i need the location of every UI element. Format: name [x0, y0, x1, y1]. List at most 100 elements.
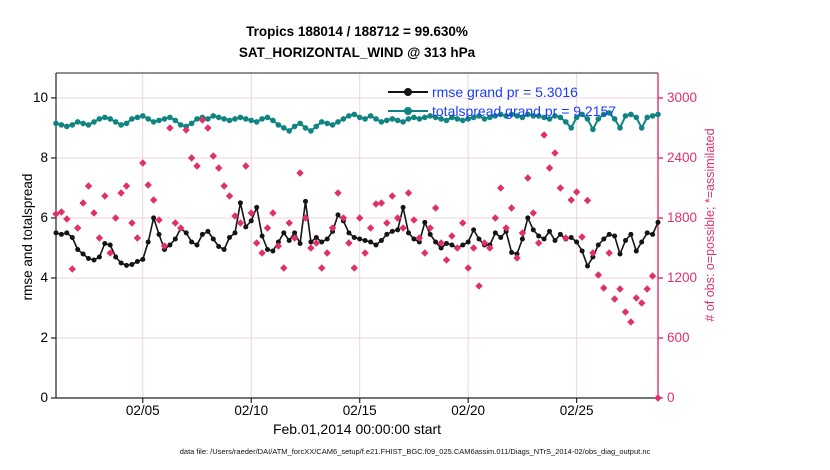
totalspread-marker	[340, 116, 347, 122]
obs-circle-marker	[124, 183, 129, 189]
totalspread-marker	[167, 114, 173, 121]
totalspread-marker	[411, 114, 417, 121]
legend: rmse grand pr = 5.3016 totalspread grand…	[388, 82, 616, 120]
obs-marker	[366, 224, 375, 232]
y-left-tick-label: 8	[40, 149, 48, 165]
rmse-marker	[281, 230, 287, 236]
y-left-tick-label: 2	[40, 329, 48, 345]
obs-circle-marker	[574, 189, 579, 195]
rmse-marker	[389, 228, 395, 234]
obs-circle-marker	[292, 235, 297, 241]
obs-circle-marker	[579, 234, 585, 240]
rmse-marker	[140, 256, 146, 262]
rmse-marker	[378, 238, 384, 243]
rmse-marker	[319, 239, 325, 245]
obs-circle-marker	[639, 300, 644, 306]
rmse-marker	[519, 236, 525, 242]
obs-marker	[529, 209, 537, 217]
rmse-marker	[617, 251, 623, 257]
rmse-marker	[422, 219, 428, 225]
x-tick-label: 02/25	[559, 403, 594, 418]
totalspread-marker	[134, 114, 141, 121]
totalspread-marker	[405, 116, 412, 122]
obs-marker	[280, 264, 288, 272]
obs-circle-marker	[617, 286, 623, 292]
obs-circle-marker	[200, 117, 205, 123]
y-left-tick-label: 4	[40, 269, 48, 285]
obs-marker	[459, 219, 467, 227]
totalspread-marker	[123, 120, 130, 127]
obs-marker	[171, 219, 180, 227]
totalspread-marker	[308, 128, 314, 134]
obs-marker	[627, 318, 635, 326]
totalspread-marker	[622, 113, 629, 119]
totalspread-marker	[384, 117, 390, 124]
rmse-marker	[384, 231, 390, 237]
rmse-marker	[406, 230, 411, 236]
obs-marker	[524, 174, 532, 182]
obs-marker	[339, 214, 348, 222]
x-tick-label: 02/15	[342, 403, 377, 418]
obs-marker	[469, 244, 478, 252]
rmse-marker	[465, 239, 471, 245]
obs-circle-marker	[476, 283, 482, 289]
obs-circle-marker	[211, 153, 216, 159]
totalspread-marker	[275, 122, 282, 128]
obs-marker	[583, 196, 592, 205]
rmse-marker	[248, 218, 254, 224]
rmse-marker	[655, 219, 661, 225]
totalspread-marker	[601, 111, 607, 118]
obs-circle-marker	[118, 190, 124, 196]
totalspread-marker	[286, 128, 292, 134]
obs-circle-marker	[352, 265, 357, 271]
totalspread-marker	[422, 114, 428, 121]
obs-marker	[518, 229, 527, 237]
rmse-marker	[579, 248, 585, 254]
rmse-marker	[368, 239, 374, 245]
totalspread-marker	[546, 116, 553, 122]
totalspread-marker	[129, 116, 135, 122]
obs-marker	[318, 264, 326, 272]
obs-circle-marker	[655, 395, 661, 401]
rmse-marker	[547, 228, 552, 234]
rmse-marker	[216, 244, 222, 249]
obs-marker	[328, 224, 337, 232]
rmse-marker	[628, 231, 634, 237]
totalspread-marker	[215, 114, 222, 121]
rmse-marker	[498, 235, 504, 240]
obs-circle-marker	[341, 215, 346, 221]
obs-marker	[198, 116, 207, 124]
obs-marker	[263, 224, 272, 232]
obs-marker	[350, 264, 358, 272]
obs-circle-marker	[86, 183, 91, 189]
obs-circle-marker	[184, 127, 189, 133]
rmse-marker	[400, 204, 406, 210]
obs-circle-marker	[135, 235, 140, 241]
obs-circle-marker	[493, 215, 498, 221]
totalspread-marker	[253, 119, 260, 125]
totalspread-marker	[378, 119, 385, 125]
rmse-marker	[86, 256, 91, 261]
rmse-marker	[623, 238, 628, 243]
totalspread-marker	[394, 117, 401, 124]
rmse-marker	[205, 228, 211, 234]
obs-marker	[502, 224, 510, 232]
obs-circle-marker	[238, 220, 243, 226]
obs-circle-marker	[449, 233, 455, 239]
totalspread-marker	[53, 120, 59, 127]
totalspread-marker	[492, 113, 499, 119]
obs-marker	[52, 210, 60, 218]
rmse-dot-sample	[404, 87, 412, 96]
y-left-tick-label: 6	[40, 209, 48, 225]
obs-circle-marker	[444, 257, 449, 263]
obs-circle-marker	[64, 216, 69, 222]
obs-circle-marker	[455, 245, 460, 251]
obs-circle-marker	[287, 220, 292, 226]
rmse-marker	[183, 230, 189, 236]
totalspread-marker	[140, 113, 146, 119]
obs-marker	[323, 249, 331, 257]
obs-marker	[231, 212, 239, 220]
rmse-marker	[324, 236, 330, 242]
x-axis-label: Feb.01,2014 00:00:00 start	[272, 421, 442, 437]
rmse-marker	[541, 236, 547, 242]
